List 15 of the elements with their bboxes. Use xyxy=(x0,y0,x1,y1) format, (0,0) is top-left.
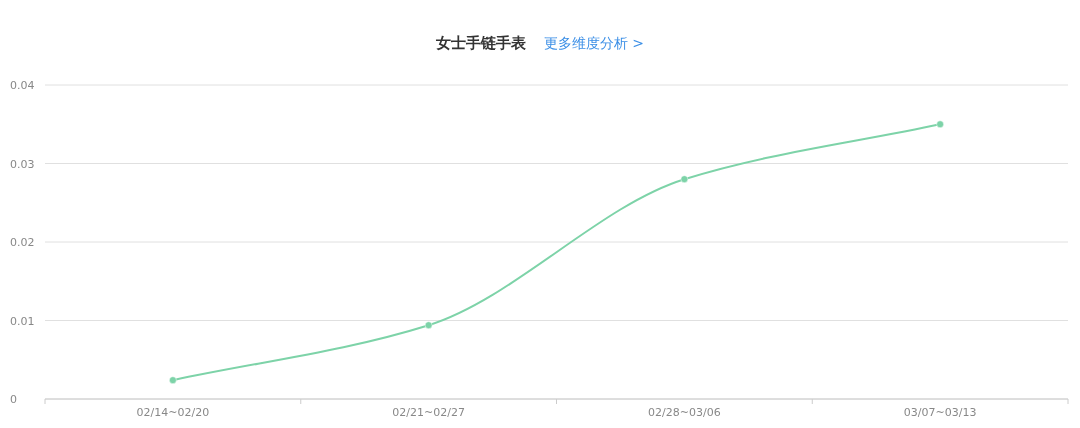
x-tick-label: 02/28~03/06 xyxy=(648,406,721,419)
y-tick-label: 0.03 xyxy=(10,157,35,171)
chart-subtitle: 更多维度分析 > xyxy=(543,35,645,51)
y-tick-label: 0.04 xyxy=(10,79,35,92)
chart-title: 女士手链手表 xyxy=(434,34,527,52)
point xyxy=(680,175,689,183)
point xyxy=(424,321,433,329)
point xyxy=(936,120,944,128)
x-tick-label: 03/07~03/13 xyxy=(903,406,977,419)
point xyxy=(169,376,177,384)
y-tick-label: 0.01 xyxy=(10,314,35,328)
y-tick-label: 0.02 xyxy=(10,236,35,249)
x-tick-label: 02/14~02/20 xyxy=(136,406,210,419)
y-tick-label: 0 xyxy=(10,393,17,406)
x-tick-label: 02/21~02/27 xyxy=(392,406,465,419)
